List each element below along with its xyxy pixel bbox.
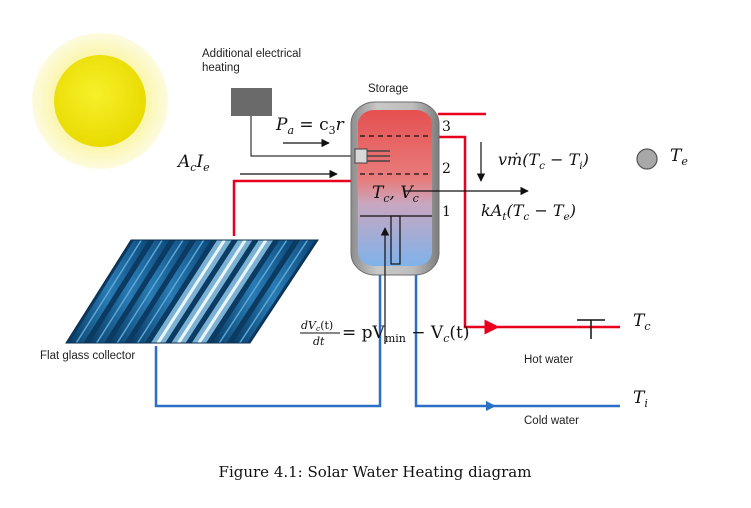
collector-tube-highlight: [177, 239, 247, 344]
collector-label: Flat glass collector: [40, 350, 135, 362]
equation-tc-out: Tc: [633, 311, 651, 333]
svg-text:dVc(t): dVc(t): [301, 319, 333, 333]
hot-water-label: Hot water: [524, 354, 573, 366]
svg-text:dt: dt: [313, 335, 325, 348]
figure-caption: Figure 4.1: Solar Water Heating diagram: [219, 463, 532, 481]
equation-heat-loss: kAt(Tc − Te): [481, 201, 576, 223]
cold-pipes: [154, 265, 620, 408]
cold-flow-arrow: [486, 401, 496, 411]
equation-ti-in: Ti: [633, 388, 648, 410]
equation-volume-rate: dVc(t) dt = pVmin − Vc(t): [300, 319, 469, 348]
additional-heating-label-line1: Additional electrical: [202, 48, 301, 60]
layer-number-3: 3: [442, 119, 451, 135]
collector-tube-highlight: [197, 239, 268, 344]
layer-number-1: 1: [442, 204, 451, 220]
flat-glass-collector: [65, 239, 319, 344]
additional-heating-label-line2: heating: [202, 62, 240, 74]
svg-text:= pVmin − Vc(t): = pVmin − Vc(t): [342, 323, 469, 345]
equation-flow-loss: vṁ(Tc − Ti): [498, 150, 589, 172]
cold-water-label: Cold water: [524, 415, 579, 427]
electrical-heater-box: [231, 88, 272, 116]
collector-tube-highlight: [75, 239, 143, 344]
collector-tube-highlight: [136, 239, 205, 344]
ambient-temperature-dot: [636, 148, 658, 170]
equation-tank-state: Tc, Vc: [372, 183, 419, 205]
tap-icon: [577, 319, 605, 339]
equation-pa: Pa = c3r: [275, 115, 345, 137]
layer-number-2: 2: [442, 161, 451, 177]
equation-ac-ie: AcIe: [176, 152, 210, 174]
energy-arrows: [240, 138, 529, 344]
immersion-heater-icon: [354, 148, 390, 164]
hot-pipes: [232, 112, 620, 335]
storage-tank: [350, 101, 440, 276]
equation-te: Te: [670, 146, 688, 168]
storage-label: Storage: [368, 83, 408, 95]
collector-tube-highlight: [96, 239, 163, 344]
sun-icon: [32, 33, 168, 169]
collector-tube-highlight: [218, 239, 288, 344]
collector-tube-highlight: [116, 239, 184, 344]
collector-tube-highlight: [156, 239, 226, 344]
heater-wire: [250, 116, 360, 157]
collector-tube-highlight: [239, 239, 309, 344]
